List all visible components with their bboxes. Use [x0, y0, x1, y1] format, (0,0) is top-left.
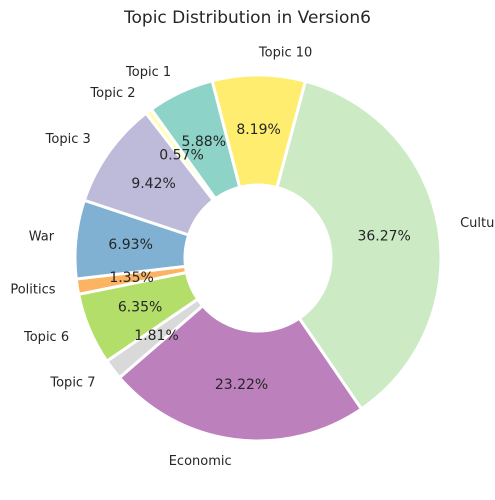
category-label-culture: Culture — [460, 216, 495, 231]
category-label-topic-6: Topic 6 — [23, 330, 69, 345]
slice-economic — [117, 303, 364, 443]
percent-label-topic-1: 5.88% — [182, 134, 226, 150]
slices-layer — [73, 73, 443, 443]
category-label-topic-10: Topic 10 — [258, 46, 312, 61]
percent-label-topic-2: 0.57% — [159, 147, 203, 163]
chart-title: Topic Distribution in Version6 — [123, 8, 371, 28]
category-label-politics: Politics — [10, 283, 55, 298]
percent-label-topic-10: 8.19% — [236, 122, 280, 138]
percent-label-culture: 36.27% — [357, 228, 410, 244]
category-label-topic-3: Topic 3 — [45, 132, 91, 147]
percent-label-economic: 23.22% — [215, 377, 268, 393]
percent-label-politics: 1.35% — [109, 270, 153, 286]
percent-label-topic-7: 1.81% — [134, 328, 178, 344]
labels-layer: Culture 36.27% Economic 23.22% Topic 7 1.81% T… — [10, 46, 495, 469]
slice-topic-10 — [210, 73, 308, 190]
percent-label-war: 6.93% — [108, 237, 152, 253]
category-label-topic-1: Topic 1 — [125, 65, 171, 80]
percent-label-topic-6: 6.35% — [118, 300, 162, 316]
percent-label-topic-3: 9.42% — [131, 176, 175, 192]
category-label-economic: Economic — [169, 454, 232, 469]
category-label-topic-2: Topic 2 — [89, 86, 135, 101]
category-label-topic-7: Topic 7 — [49, 375, 95, 390]
category-label-war: War — [29, 229, 55, 244]
slice-culture — [275, 79, 443, 412]
